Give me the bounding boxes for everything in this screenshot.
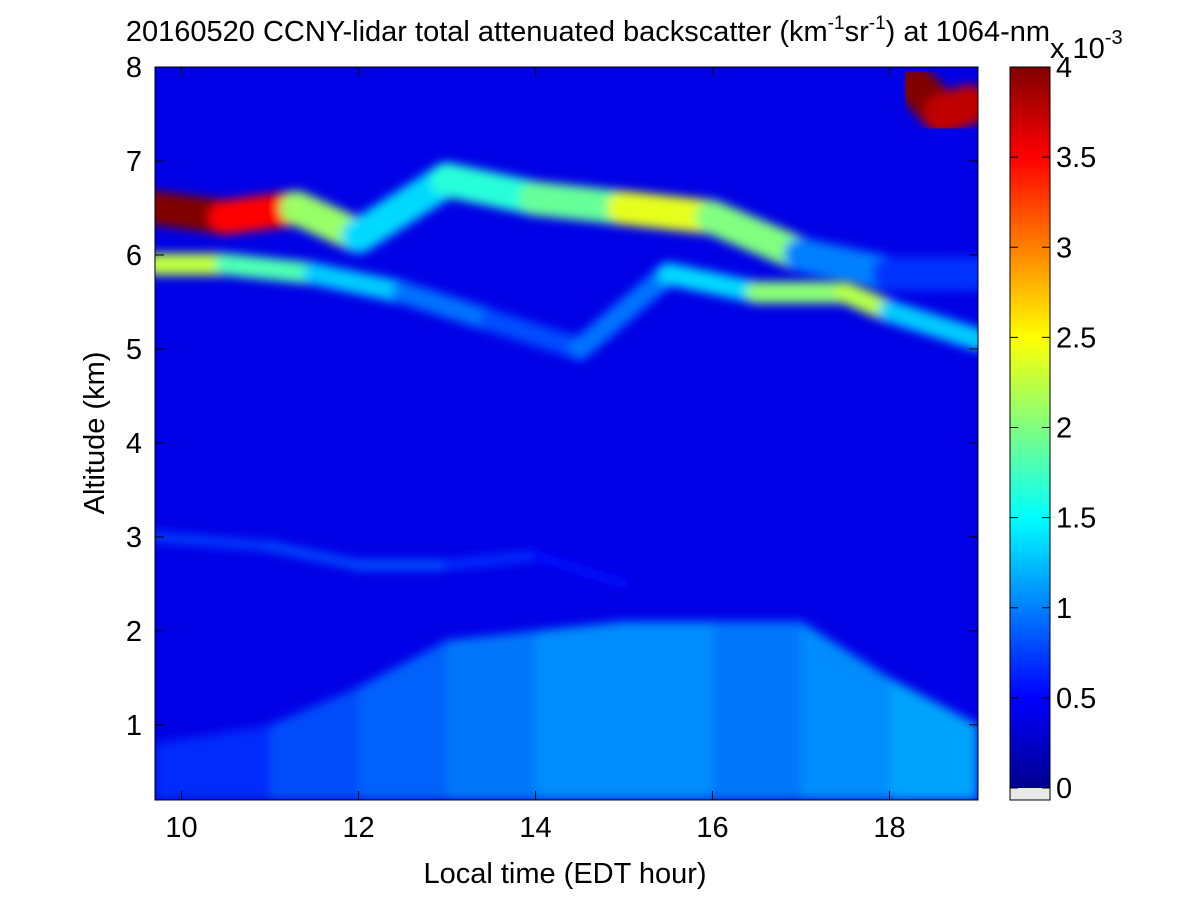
feature-segment [155, 531, 276, 552]
colorbar-tick-label: 1 [1056, 593, 1072, 625]
feature-segment [712, 621, 802, 800]
feature-segment [447, 630, 536, 800]
colorbar-frame [1009, 66, 1051, 801]
feature-segment [391, 281, 503, 332]
title-sup-1: -1 [828, 13, 845, 34]
colorbar-exponent: x 10-3 [1050, 27, 1123, 65]
feature-segment [624, 621, 713, 800]
colorbar-tick-label: 4 [1056, 52, 1072, 84]
colorbar-exponent-base: x 10 [1050, 33, 1105, 65]
feature-segment [801, 621, 890, 800]
feature-elevated-aerosol-layer-upper [155, 162, 978, 291]
feature-elevated-aerosol-layer-lower [155, 253, 978, 360]
feature-segment [568, 262, 680, 360]
feature-segment [878, 300, 978, 351]
chart-title: 20160520 CCNY-lidar total attenuated bac… [126, 13, 1050, 48]
feature-segment [657, 262, 768, 304]
y-tick-label: 2 [126, 616, 142, 648]
feature-segment [922, 84, 978, 134]
y-tick-label: 7 [126, 146, 142, 178]
y-tick-label: 8 [126, 52, 142, 84]
title-part-mid: sr [845, 16, 870, 48]
x-tick-label: 14 [519, 812, 551, 844]
feature-segment [214, 253, 326, 285]
colorbar-exponent-power: -3 [1105, 27, 1123, 49]
feature-high-cloud [896, 67, 978, 134]
colorbar-tick-label: 3 [1056, 232, 1072, 264]
heatmap-layer [155, 67, 978, 800]
feature-segment [303, 262, 414, 304]
colorbar-axis: 0 0.5 1 1.5 2 2.5 3 3.5 4 [1010, 52, 1096, 805]
x-tick-label: 16 [696, 812, 728, 844]
y-tick-label: 6 [126, 240, 142, 272]
x-axis: 10 12 14 16 18 [165, 67, 906, 844]
title-part-pre: 20160520 CCNY-lidar total attenuated bac… [126, 16, 828, 48]
feature-segment [155, 724, 271, 800]
feature-residual-layer [155, 531, 630, 589]
feature-boundary-layer [155, 621, 978, 800]
feature-segment [265, 541, 364, 571]
y-tick-label: 5 [126, 334, 142, 366]
colorbar-tick-label: 0 [1056, 773, 1072, 805]
feature-segment [358, 640, 448, 800]
y-tick-label: 1 [126, 710, 142, 742]
feature-segment [889, 677, 978, 800]
feature-segment [530, 550, 630, 589]
feature-segment [535, 621, 625, 800]
colorbar-tick-label: 0.5 [1056, 683, 1096, 715]
feature-segment [480, 309, 591, 360]
y-axis-label: Altitude (km) [79, 352, 111, 515]
colorbar-tick-label: 3.5 [1056, 142, 1096, 174]
title-sup-2: -1 [869, 13, 886, 34]
colorbar-tick-label: 1.5 [1056, 503, 1096, 535]
y-tick-label: 3 [126, 522, 142, 554]
feature-segment [341, 162, 465, 254]
plot-frame [154, 66, 979, 801]
colorbar-underflow [1010, 788, 1050, 800]
y-tick-label: 4 [126, 428, 142, 460]
feature-segment [442, 550, 541, 571]
colorbar-tick-label: 2 [1056, 413, 1072, 445]
y-axis: 1 2 3 4 5 6 7 8 [126, 52, 978, 742]
title-part-post: ) at 1064-nm [886, 16, 1050, 48]
colorbar-tick-label: 2.5 [1056, 322, 1096, 354]
x-tick-label: 18 [873, 812, 905, 844]
x-tick-label: 12 [342, 812, 374, 844]
x-tick-label: 10 [165, 812, 197, 844]
x-axis-label: Local time (EDT hour) [423, 858, 706, 890]
feature-segment [270, 687, 359, 800]
